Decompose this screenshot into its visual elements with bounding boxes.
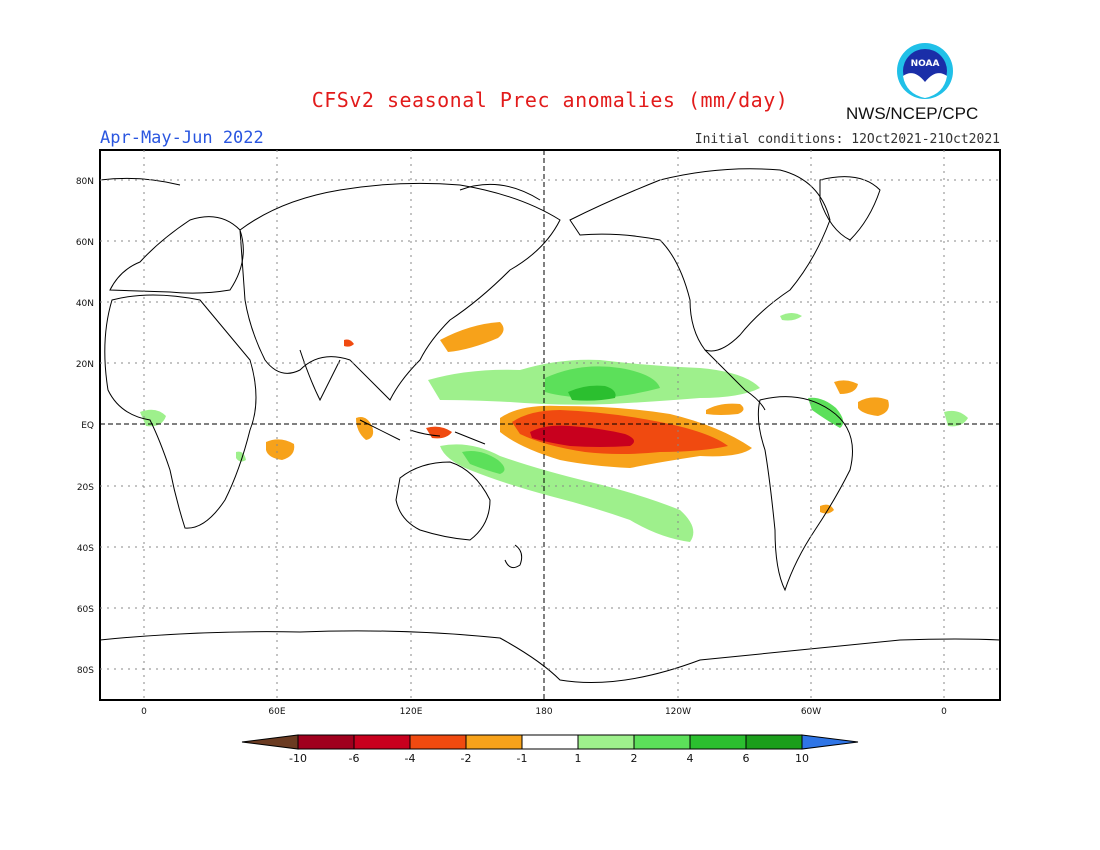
lat-label: 20N xyxy=(76,360,94,370)
colorbar-label: 1 xyxy=(575,752,582,765)
lat-label: 60N xyxy=(76,238,94,248)
lon-label: 0 xyxy=(941,707,947,717)
initial-conditions-label: Initial conditions: 12Oct2021-21Oct2021 xyxy=(694,132,1000,147)
lon-label: 0 xyxy=(141,707,147,717)
colorbar-segment xyxy=(745,734,803,750)
lat-label: 60S xyxy=(77,605,94,615)
anomaly-wet-north-pacific-strong xyxy=(568,385,616,401)
colorbar: -10 -6 -4 -2 -1 1 2 4 6 10 xyxy=(241,734,859,765)
colorbar-label: -4 xyxy=(405,752,416,765)
anomaly-dry-small-2 xyxy=(820,504,834,514)
colorbar-segment xyxy=(409,734,467,750)
lat-label: 40N xyxy=(76,299,94,309)
colorbar-label: -2 xyxy=(461,752,472,765)
colorbar-label: 10 xyxy=(795,752,809,765)
lon-label: 120E xyxy=(400,707,423,717)
lat-label: 40S xyxy=(77,544,94,554)
lat-label: EQ xyxy=(81,421,94,431)
colorbar-label: -1 xyxy=(517,752,528,765)
anomaly-wet-west-africa xyxy=(140,409,166,427)
colorbar-label: 6 xyxy=(743,752,750,765)
noaa-logo-text: NOAA xyxy=(911,59,940,69)
anomaly-dry-japan xyxy=(440,322,504,352)
lon-label: 60W xyxy=(801,707,821,717)
lat-label: 80S xyxy=(77,666,94,676)
colorbar-extension-high xyxy=(801,734,859,750)
lat-label: 20S xyxy=(77,483,94,493)
colorbar-segment xyxy=(465,734,523,750)
coastlines xyxy=(100,168,1000,683)
colorbar-segment xyxy=(353,734,411,750)
anomaly-wet-south-pacific-medium xyxy=(462,451,505,474)
lon-label: 180 xyxy=(535,707,552,717)
colorbar-label: 4 xyxy=(687,752,694,765)
anomaly-layer xyxy=(140,313,968,542)
graticule xyxy=(100,150,1000,700)
lat-label: 80N xyxy=(76,177,94,187)
anomaly-wet-east-atlantic xyxy=(944,410,968,427)
anomaly-dry-atlantic-2 xyxy=(858,397,889,416)
anomaly-dry-equatorial-strong xyxy=(530,425,634,447)
colorbar-label: -10 xyxy=(289,752,307,765)
colorbar-extension-low xyxy=(241,734,299,750)
noaa-logo: NOAA xyxy=(897,43,953,99)
lon-label: 60E xyxy=(268,707,285,717)
agency-label: NWS/NCEP/CPC xyxy=(846,104,979,123)
anomaly-dry-atlantic-1 xyxy=(834,380,858,394)
anomaly-dry-maritime xyxy=(356,417,374,440)
anomaly-dry-small-1 xyxy=(344,339,354,347)
colorbar-segment xyxy=(297,734,355,750)
colorbar-segment xyxy=(689,734,747,750)
season-label: Apr-May-Jun 2022 xyxy=(100,128,264,148)
map-title: CFSv2 seasonal Prec anomalies (mm/day) xyxy=(311,88,789,112)
latitude-labels: 80N 60N 40N 20N EQ 20S 40S 60S 80S xyxy=(76,177,94,676)
reference-lines xyxy=(100,150,1000,700)
colorbar-segment xyxy=(521,734,579,750)
colorbar-segment xyxy=(577,734,635,750)
anomaly-wet-south-america xyxy=(808,397,844,428)
longitude-labels: 0 60E 120E 180 120W 60W 0 xyxy=(141,707,947,717)
anomaly-dry-indian-ocean xyxy=(266,439,295,460)
anomaly-wet-small-1 xyxy=(780,313,802,321)
anomaly-dry-east-pacific xyxy=(706,403,744,415)
colorbar-label: -6 xyxy=(349,752,360,765)
lon-label: 120W xyxy=(665,707,691,717)
colorbar-label: 2 xyxy=(631,752,638,765)
colorbar-segment xyxy=(633,734,691,750)
